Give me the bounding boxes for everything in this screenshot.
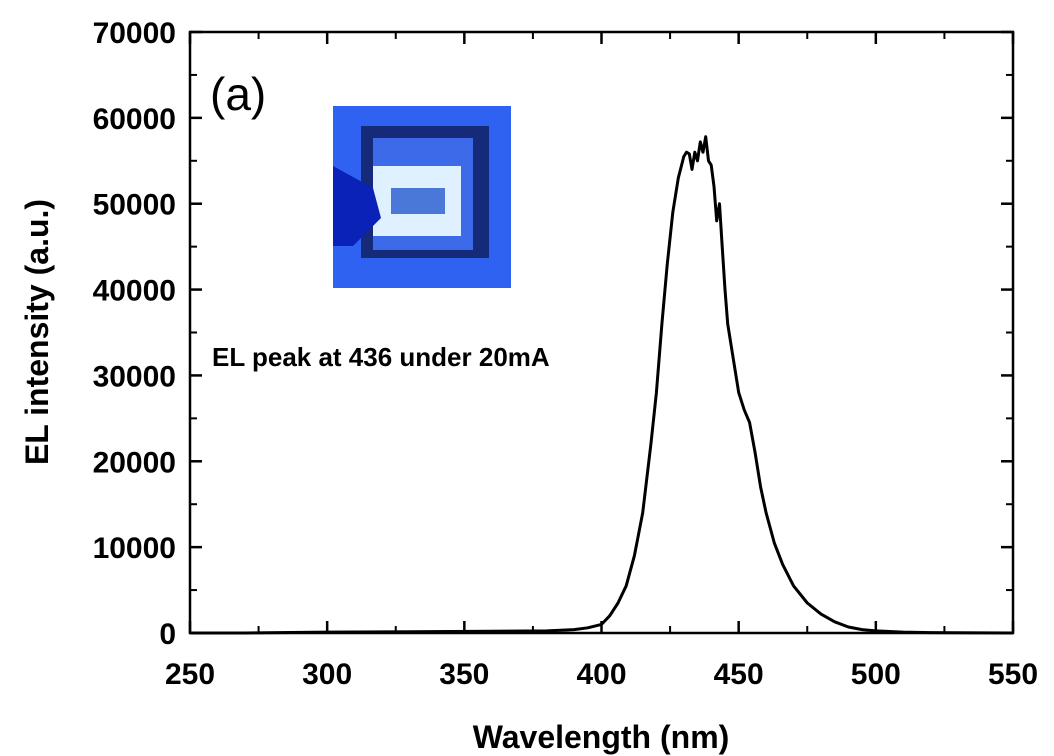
- y-axis-label: EL intensity (a.u.): [19, 199, 55, 465]
- x-axis-label: Wavelength (nm): [473, 719, 730, 755]
- x-tick-label: 450: [714, 658, 764, 691]
- series-line: [190, 135, 1014, 635]
- x-tick-label: 350: [439, 658, 489, 691]
- y-tick-label: 60000: [93, 103, 176, 136]
- inset-probe: [333, 166, 381, 246]
- inset-center-pad: [391, 188, 445, 214]
- x-tick-label: 550: [988, 658, 1038, 691]
- y-tick-label: 20000: [93, 446, 176, 479]
- y-tick-label: 30000: [93, 360, 176, 393]
- inset-photo: [333, 106, 511, 288]
- y-axis: 0 10000 20000 30000 40000 50000 60000 70000: [93, 17, 1013, 651]
- x-axis: 250 300 350 400 450 500 550: [165, 32, 1038, 691]
- x-tick-label: 400: [576, 658, 626, 691]
- y-tick-label: 40000: [93, 275, 176, 308]
- y-tick-label: 70000: [93, 17, 176, 50]
- x-tick-label: 250: [165, 658, 215, 691]
- y-tick-label: 50000: [93, 189, 176, 222]
- plot-frame: [188, 30, 1015, 635]
- panel-label: (a): [210, 68, 266, 120]
- y-tick-label: 0: [159, 618, 176, 651]
- y-tick-label: 10000: [93, 532, 176, 565]
- x-tick-label: 300: [302, 658, 352, 691]
- x-tick-label: 500: [851, 658, 901, 691]
- inset-emission-glow: [373, 166, 461, 236]
- annotation: EL peak at 436 under 20mA: [212, 342, 550, 372]
